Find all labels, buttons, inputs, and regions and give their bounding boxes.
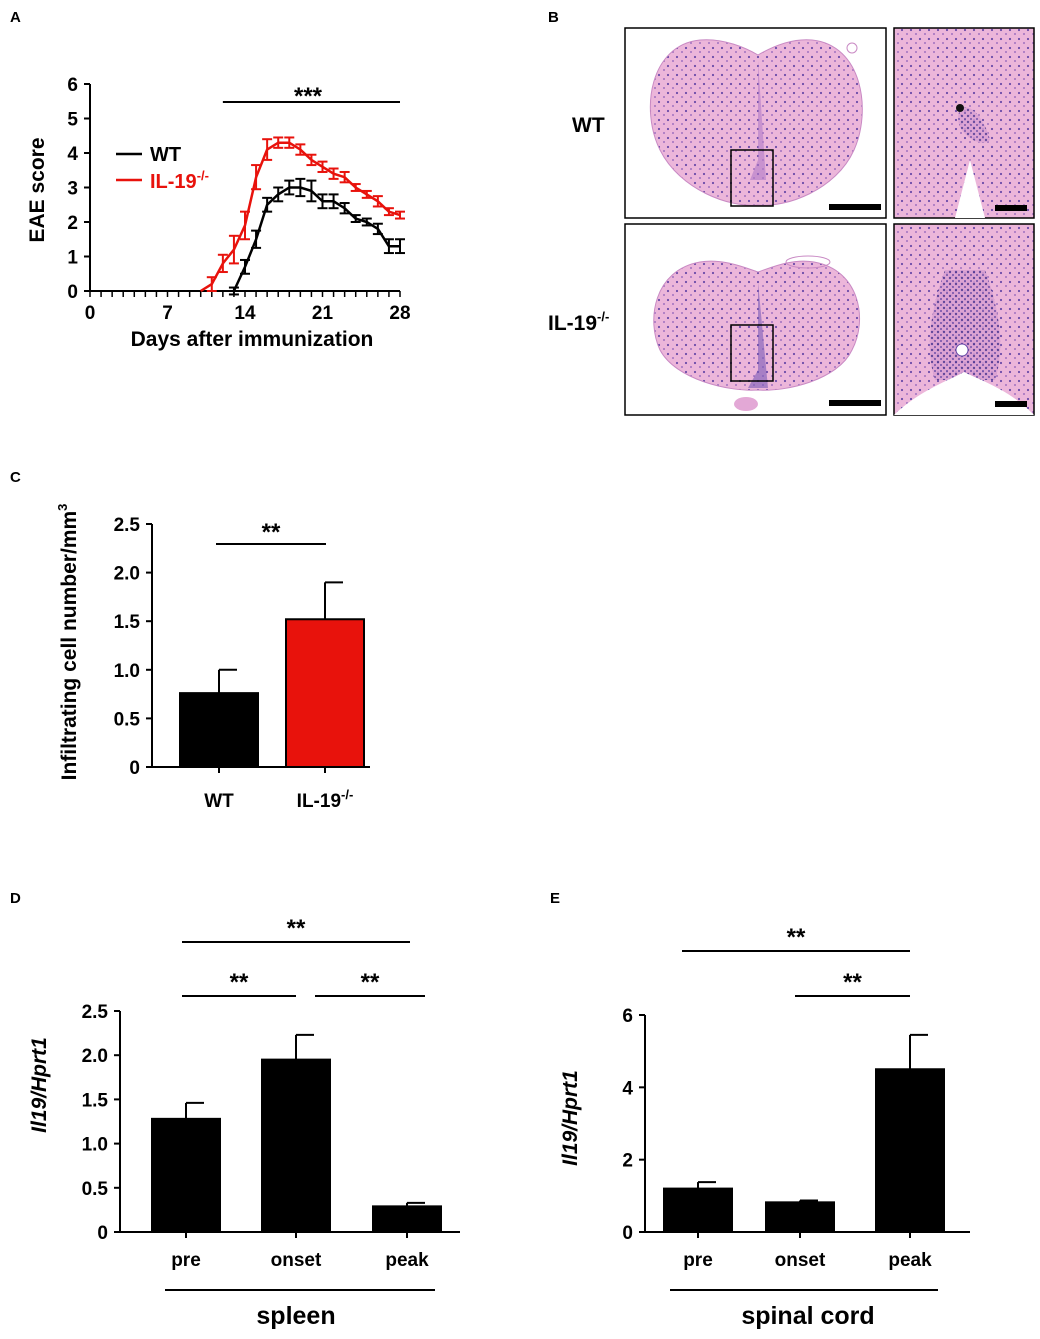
panel-d-bar-0 [151,1117,221,1234]
panel-a-ytick-label: 2 [67,213,78,234]
histology-ko-zoom [893,223,1035,416]
panel-a-ytick-label: 6 [67,75,78,96]
panel-b-row-label-wt: WT [572,114,605,137]
panel-a-ytick-label: 0 [67,282,78,303]
panel-c-significance: ** [262,519,281,546]
panel-c-ylabel-sup: 3 [55,504,70,511]
panel-e-group-label: spinal cord [741,1302,874,1330]
panel-b-row-label-ko-base: IL-19 [548,312,597,335]
panel-d-significance-label: ** [230,969,249,996]
panel-e-significance-label: ** [843,969,862,996]
panel-e-bar-1 [765,1201,835,1234]
panel-a-series-line-wt [232,186,400,292]
panel-c-bar-1 [285,618,365,768]
panel-c-bar-chart: Infiltrating cell number/mm3 ** WT IL-19… [55,504,370,812]
panel-d-significance-label: ** [287,915,306,942]
panel-letter-c: C [10,469,21,486]
panel-e-category-label: peak [888,1250,932,1271]
panel-d-category-label: onset [271,1250,322,1271]
panel-c-ytick-label: 2.0 [114,564,140,585]
panel-a-xlabel: Days after immunization [131,328,374,351]
panel-a-xtick-label: 7 [162,303,173,324]
panel-d-ylabel: Il19/Hprt1 [28,1037,51,1133]
panel-e-category-label: pre [683,1250,713,1271]
panel-c-bar-0 [179,692,259,768]
panel-d-group-label: spleen [256,1302,335,1330]
panel-a-ytick-label: 5 [67,110,78,131]
panel-a-legend: WT IL-19-/- [116,144,209,193]
panel-c-ylabel: Infiltrating cell number/mm3 [55,504,81,781]
histology-wt-zoom [893,27,1035,219]
panel-c-ytick-label: 2.5 [114,515,141,536]
legend-ko-label: IL-19-/- [150,168,209,193]
panel-a-ylabel: EAE score [26,137,49,242]
panel-a-ytick-label: 4 [67,144,78,165]
panel-d-significance-label: ** [361,969,380,996]
histology-wt-overview [624,27,887,219]
panel-c-ytick-label: 0.5 [114,709,141,730]
panel-letter-a: A [10,9,21,26]
panel-c-category-ko: IL-19-/- [297,787,354,812]
panel-c-category-ko-base: IL-19 [297,791,341,812]
panel-a-xtick-label: 21 [312,303,334,324]
panel-c-ytick-label: 0 [129,758,140,779]
panel-b-histology: WT IL-19-/- [548,27,1035,416]
panel-c-ylabel-base: Infiltrating cell number/mm [58,511,81,781]
panel-letter-b: B [548,9,559,26]
panel-a-significance: *** [294,83,323,110]
legend-wt-label: WT [150,144,181,166]
panel-e-ytick-label: 6 [622,1006,633,1027]
panel-d-bar-chart: Il19/Hprt1 spleen 0 0.5 1.0 1.5 2.0 2.5 pre ons… [28,915,460,1330]
panel-c-ytick-label: 1.5 [114,612,141,633]
histology-ko-overview [624,223,887,416]
panel-a-series-line-ko [200,141,401,293]
panel-a-ytick-label: 3 [67,179,78,200]
panel-a-xtick-label: 28 [389,303,410,324]
panel-e-ytick-label: 2 [622,1151,633,1172]
panel-a-ytick-label: 1 [67,248,78,269]
panel-e-category-label: onset [775,1250,826,1271]
panel-e-bar-2 [875,1068,945,1233]
panel-d-category-label: peak [385,1250,429,1271]
panel-e-ytick-label: 4 [622,1078,633,1099]
panel-c-category-ko-sup: -/- [341,787,353,802]
panel-letter-d: D [10,890,21,907]
panel-d-ytick-label: 0.5 [82,1179,109,1200]
panel-c-category-wt: WT [204,791,234,812]
panel-d-ytick-label: 1.5 [82,1090,109,1111]
panel-a-xtick-label: 14 [234,303,256,324]
panel-e-ytick-label: 0 [622,1223,633,1244]
panel-d-bar-2 [372,1205,442,1234]
panel-d-ytick-label: 1.0 [82,1135,108,1156]
legend-ko-label-sup: -/- [197,168,209,183]
panel-e-bar-0 [663,1187,733,1233]
panel-b-row-label-ko-sup: -/- [597,309,609,324]
panel-c-ytick-label: 1.0 [114,661,140,682]
panel-d-category-label: pre [171,1250,201,1271]
panel-letter-e: E [550,890,560,907]
panel-e-bar-chart: Il19/Hprt1 spinal cord 0 2 4 6 pre onset peak *… [559,924,970,1330]
panel-d-ytick-label: 2.5 [82,1002,109,1023]
panel-d-ytick-label: 0 [97,1223,108,1244]
panel-a-xtick-label: 0 [85,303,96,324]
legend-ko-label-base: IL-19 [150,171,197,193]
panel-b-row-label-ko: IL-19-/- [548,309,609,335]
panel-a-line-chart: EAE score Days after immunization *** WT… [26,75,411,351]
panel-e-ylabel: Il19/Hprt1 [559,1070,582,1166]
panel-d-ytick-label: 2.0 [82,1046,108,1067]
panel-e-significance-label: ** [787,924,806,951]
panel-d-bar-1 [261,1058,331,1233]
